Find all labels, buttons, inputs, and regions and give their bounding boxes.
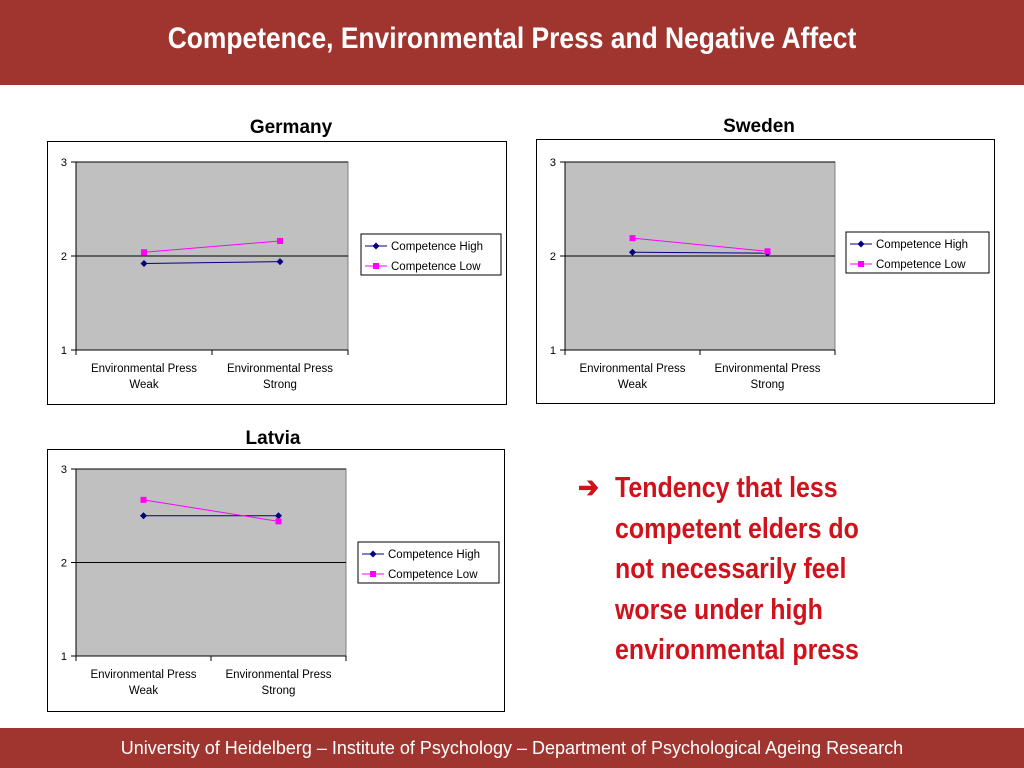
chart-title-sweden: Sweden	[723, 116, 795, 137]
chart-sweden: 1 2 3 Environmental Press Weak Environmental …	[536, 139, 995, 404]
series-line	[143, 240, 281, 253]
data-point	[140, 260, 148, 268]
x-tick-label: Environmental Press	[91, 363, 197, 375]
y-tick-label: 1	[61, 651, 67, 663]
y-tick-label: 2	[61, 251, 67, 263]
legend	[845, 231, 990, 274]
legend-label: Competence Low	[391, 261, 481, 273]
legend-marker	[857, 240, 865, 248]
x-tick-label: Environmental Press	[225, 669, 331, 681]
x-tick-label: Environmental Press	[714, 363, 820, 375]
y-tick-label: 1	[61, 345, 67, 357]
legend-label: Competence High	[388, 549, 480, 561]
legend-label: Competence High	[391, 241, 483, 253]
series-line	[632, 237, 768, 252]
y-tick-label: 2	[61, 558, 67, 570]
data-point	[275, 512, 282, 520]
header-bar: Competence, Environmental Press and Nega…	[0, 0, 1024, 85]
x-tick-label: Strong	[263, 379, 297, 391]
x-tick-label: Weak	[129, 685, 158, 697]
arrow-right-icon: ➔	[578, 472, 599, 504]
data-point	[140, 512, 147, 520]
data-point	[276, 258, 284, 266]
y-tick-label: 2	[550, 251, 556, 263]
y-tick-label: 1	[550, 345, 556, 357]
series-line	[143, 261, 281, 265]
legend-label: Competence Low	[876, 259, 966, 271]
x-tick-label: Strong	[262, 685, 296, 697]
x-tick-label: Environmental Press	[227, 363, 333, 375]
legend	[357, 541, 500, 584]
chart-title-latvia: Latvia	[245, 428, 301, 449]
data-point	[140, 496, 147, 503]
data-point	[275, 518, 282, 525]
y-tick-label: 3	[61, 464, 67, 476]
y-tick-label: 3	[550, 157, 556, 169]
footer-bar: University of Heidelberg – Institute of …	[0, 728, 1024, 768]
data-point	[629, 248, 636, 256]
x-tick-label: Weak	[129, 379, 158, 391]
legend-marker	[372, 242, 380, 250]
data-point	[764, 248, 771, 255]
footer-text: University of Heidelberg – Institute of …	[120, 738, 904, 758]
chart-germany: 1 2 3 Environmental Press Weak Environmental …	[47, 141, 507, 405]
legend-marker	[370, 571, 376, 577]
x-tick-label: Environmental Press	[90, 669, 196, 681]
legend	[360, 233, 502, 276]
x-tick-label: Environmental Press	[579, 363, 685, 375]
legend-label: Competence Low	[388, 569, 478, 581]
data-point	[277, 237, 283, 244]
legend-marker	[369, 550, 377, 558]
legend-label: Competence High	[876, 239, 968, 251]
chart-latvia: 1 2 3 Environmental Press Weak Environmental …	[47, 449, 505, 712]
data-point	[141, 249, 147, 256]
legend-marker	[858, 261, 864, 267]
y-tick-label: 3	[61, 157, 67, 169]
legend-marker	[373, 263, 379, 269]
chart-title-germany: Germany	[249, 117, 333, 138]
slide-title: Competence, Environmental Press and Nega…	[167, 22, 857, 55]
x-tick-label: Weak	[618, 379, 647, 391]
x-tick-label: Strong	[751, 379, 785, 391]
conclusion-text: Tendency that less competent elders do n…	[614, 472, 859, 666]
series-line	[143, 499, 279, 522]
series-line	[632, 251, 768, 254]
data-point	[629, 235, 636, 242]
